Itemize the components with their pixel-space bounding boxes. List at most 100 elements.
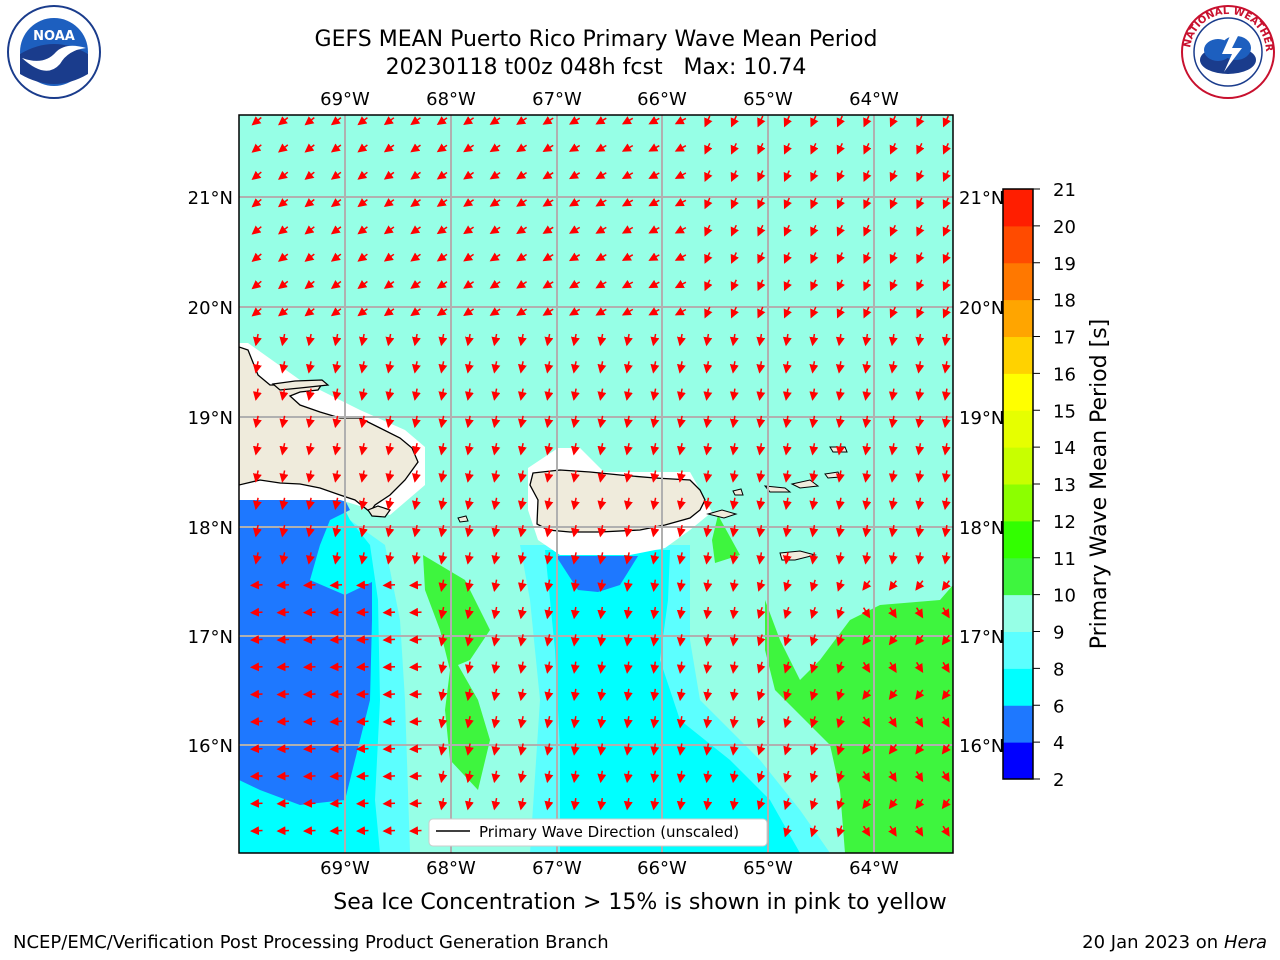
wave-arrow <box>516 252 528 262</box>
wave-arrow <box>783 170 792 182</box>
wave-arrow <box>650 524 660 538</box>
wave-arrow <box>597 497 607 511</box>
wave-arrow <box>703 797 713 811</box>
wave-arrow <box>409 771 422 781</box>
wave-arrow <box>676 716 686 729</box>
colorbar-tick-label: 11 <box>1053 549 1076 570</box>
wave-arrow <box>836 142 845 155</box>
wave-arrow <box>756 497 766 511</box>
wave-arrow <box>941 361 951 374</box>
wave-arrow <box>383 225 395 235</box>
wave-arrow <box>330 225 342 235</box>
wave-arrow <box>517 333 527 347</box>
wave-arrow <box>730 170 739 182</box>
wave-arrow <box>941 388 951 401</box>
wave-arrow <box>304 307 315 317</box>
wave-arrow <box>569 279 581 289</box>
wave-arrow <box>570 497 580 511</box>
lat-label: 16°N <box>188 736 233 757</box>
wave-arrow <box>358 333 368 347</box>
land-vieques <box>706 509 738 519</box>
wave-arrow <box>278 225 289 235</box>
wave-arrow <box>517 388 527 401</box>
wave-arrow <box>357 198 368 208</box>
wave-arrow <box>648 279 660 289</box>
wave-arrow <box>862 361 872 374</box>
wave-arrow <box>304 225 315 235</box>
wave-arrow <box>491 333 501 347</box>
wave-arrow <box>703 661 713 674</box>
colorbar-segment <box>1003 373 1033 411</box>
wave-arrow <box>330 170 342 180</box>
wave-arrow <box>941 443 951 456</box>
wave-arrow <box>674 252 687 261</box>
wave-arrow <box>411 361 421 374</box>
wave-arrow <box>570 797 580 811</box>
wave-arrow <box>356 798 369 808</box>
wave-arrow <box>623 415 633 429</box>
wave-arrow <box>704 252 713 264</box>
wave-arrow <box>836 716 845 729</box>
wave-arrow <box>703 770 713 784</box>
wave-arrow <box>783 825 792 838</box>
wave-arrow <box>570 443 580 456</box>
wave-arrow <box>464 797 474 811</box>
wave-arrow <box>729 361 739 374</box>
wave-arrow <box>279 524 289 538</box>
wave-arrow <box>305 497 315 511</box>
wave-arrow <box>356 662 369 672</box>
wave-arrow <box>889 224 898 237</box>
wave-arrow <box>942 306 951 319</box>
wave-arrow <box>595 143 607 152</box>
wave-arrow <box>436 307 448 317</box>
wave-arrow <box>250 716 263 726</box>
wave-arrow <box>941 333 951 347</box>
wave-arrow <box>729 552 739 565</box>
wave-arrow <box>358 443 368 456</box>
wave-arrow <box>915 361 925 374</box>
wave-arrow <box>570 716 580 729</box>
wave-arrow <box>303 744 316 754</box>
wave-arrow <box>491 524 501 538</box>
colorbar-segment <box>1003 447 1033 485</box>
wave-arrow <box>570 770 580 784</box>
wave-arrow <box>757 115 766 128</box>
wave-arrow <box>676 743 686 756</box>
wave-arrow <box>809 443 819 456</box>
wave-arrow <box>463 307 475 317</box>
wave-arrow <box>783 306 792 319</box>
lon-label: 69°W <box>320 858 370 879</box>
wave-arrow <box>358 497 368 511</box>
colorbar-segment <box>1003 520 1033 559</box>
wave-arrow <box>889 115 898 128</box>
wave-arrow <box>809 716 819 729</box>
wave-arrow <box>595 225 607 234</box>
wave-arrow <box>863 306 872 319</box>
wave-arrow <box>303 607 316 617</box>
wave-arrow <box>941 497 951 511</box>
wave-arrow <box>544 688 554 702</box>
wave-arrow <box>676 552 686 565</box>
wave-arrow <box>383 170 395 180</box>
wave-arrow <box>569 116 581 125</box>
wave-arrow <box>382 580 396 590</box>
wave-arrow <box>836 170 845 182</box>
wave-arrow <box>809 579 819 592</box>
wave-arrow <box>303 689 316 699</box>
wave-arrow <box>757 306 766 319</box>
wave-arrow <box>703 333 713 347</box>
wave-arrow <box>597 443 607 456</box>
wave-arrow <box>464 770 474 784</box>
wave-arrow <box>888 443 898 456</box>
wave-arrow <box>836 634 845 647</box>
wave-arrow <box>303 662 316 672</box>
wave-arrow <box>942 224 951 237</box>
wave-arrow <box>276 798 290 808</box>
wave-arrow <box>676 443 686 456</box>
wave-arrow <box>623 333 633 347</box>
wave-arrow <box>463 279 475 289</box>
colorbar-tick-label: 12 <box>1053 512 1076 533</box>
wave-arrow <box>810 224 819 237</box>
wave-arrow <box>489 170 501 180</box>
